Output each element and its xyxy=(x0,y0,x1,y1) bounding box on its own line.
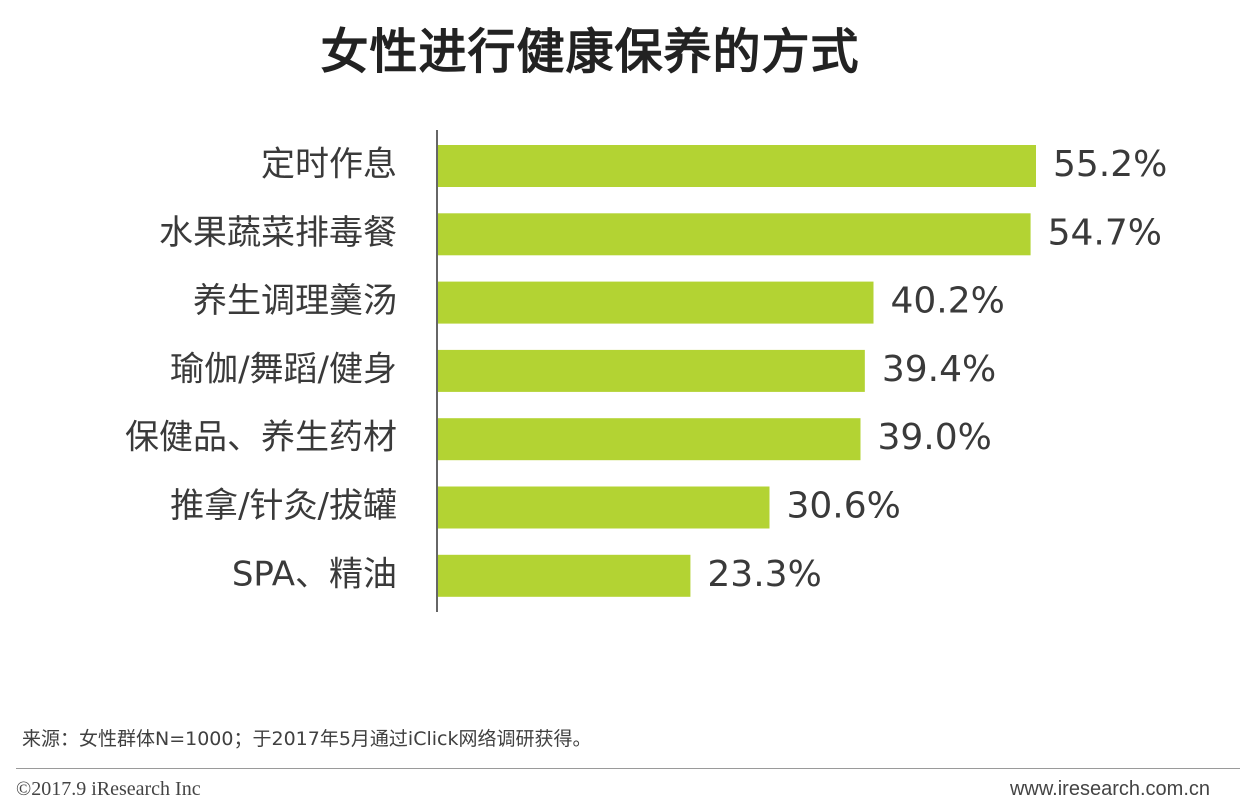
bar-4 xyxy=(438,418,861,461)
category-label-5: 推拿/针灸/拔罐 xyxy=(170,486,397,526)
value-label-6: 23.3% xyxy=(707,554,821,595)
value-label-1: 54.7% xyxy=(1048,212,1162,253)
category-label-4: 保健品、养生药材 xyxy=(125,418,397,458)
category-label-6: SPA、精油 xyxy=(232,554,397,594)
value-label-0: 55.2% xyxy=(1053,144,1167,185)
copyright-text: ©2017.9 iResearch Inc xyxy=(16,778,201,800)
bar-chart: 定时作息水果蔬菜排毒餐养生调理羹汤瑜伽/舞蹈/健身保健品、养生药材推拿/针灸/拔… xyxy=(125,130,1167,612)
category-label-3: 瑜伽/舞蹈/健身 xyxy=(170,349,397,389)
category-label-0: 定时作息 xyxy=(261,145,397,185)
bar-3 xyxy=(438,349,865,392)
value-label-2: 40.2% xyxy=(891,281,1005,322)
bar-2 xyxy=(438,281,874,324)
value-label-5: 30.6% xyxy=(787,486,901,527)
category-label-1: 水果蔬菜排毒餐 xyxy=(159,213,397,253)
category-label-2: 养生调理羹汤 xyxy=(193,281,397,321)
value-label-4: 39.0% xyxy=(878,417,992,458)
footer-divider xyxy=(16,768,1240,769)
bar-5 xyxy=(438,486,770,529)
category-labels: 定时作息水果蔬菜排毒餐养生调理羹汤瑜伽/舞蹈/健身保健品、养生药材推拿/针灸/拔… xyxy=(125,145,397,595)
value-label-3: 39.4% xyxy=(882,349,996,390)
source-note: 来源：女性群体N=1000；于2017年5月通过iClick网络调研获得。 xyxy=(22,728,592,750)
bar-1 xyxy=(438,213,1031,256)
bar-6 xyxy=(438,554,691,597)
bar-0 xyxy=(438,145,1036,187)
chart-title: 女性进行健康保养的方式 xyxy=(320,24,860,80)
bars-group xyxy=(438,145,1036,597)
website-link[interactable]: www.iresearch.com.cn xyxy=(1009,778,1210,800)
value-labels: 55.2% 54.7% 40.2% 39.4% 39.0% 30.6% 23.3% xyxy=(707,144,1167,595)
